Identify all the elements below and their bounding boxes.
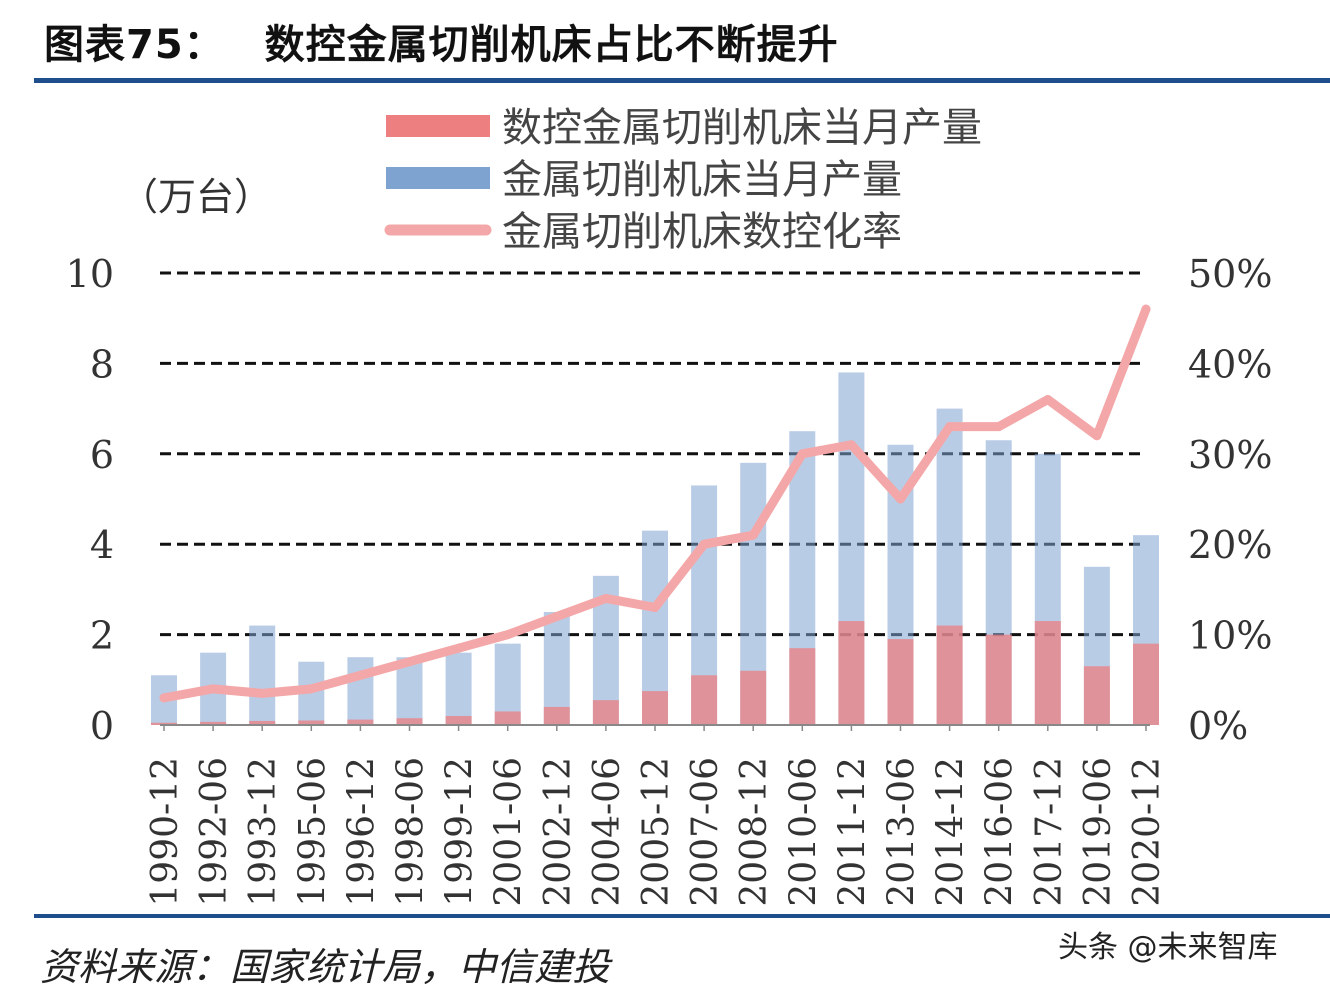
figure-number: 图表75： bbox=[44, 22, 225, 68]
cnc-bar bbox=[494, 711, 521, 725]
top-rule bbox=[34, 78, 1330, 83]
y-right-tick-label: 30% bbox=[1188, 433, 1272, 477]
x-tick-label: 2020-12 bbox=[1127, 757, 1168, 907]
cnc-bar bbox=[789, 648, 816, 725]
rate-point bbox=[552, 612, 562, 622]
legend-swatch bbox=[386, 167, 490, 189]
x-tick-label: 1990-12 bbox=[145, 757, 186, 907]
total-bar bbox=[249, 625, 276, 725]
cnc-bar bbox=[887, 639, 914, 725]
cnc-bar bbox=[543, 706, 570, 725]
y-right-tick-label: 20% bbox=[1188, 523, 1272, 567]
x-tick-label: 1998-06 bbox=[391, 757, 432, 907]
legend-label: 数控金属切削机床当月产量 bbox=[502, 105, 982, 151]
y-left-tick-label: 4 bbox=[90, 523, 114, 567]
watermark: 头条 @未来智库 bbox=[1058, 930, 1278, 965]
x-tick-label: 1999-12 bbox=[440, 757, 481, 907]
cnc-bar bbox=[838, 621, 865, 725]
x-tick-label: 2005-12 bbox=[636, 757, 677, 907]
cnc-bar bbox=[691, 675, 718, 725]
rate-point bbox=[846, 440, 856, 450]
x-tick-label: 1993-12 bbox=[243, 757, 284, 907]
legend-label: 金属切削机床当月产量 bbox=[502, 157, 902, 203]
tick-labels: 0 0% 2 10% 4 20% 6 30% 8 40% 10 50% （万台） 1990-12 1992-… bbox=[66, 175, 1273, 907]
rate-point bbox=[355, 670, 365, 680]
y-right-tick-label: 10% bbox=[1188, 614, 1272, 658]
rate-point bbox=[208, 684, 218, 694]
cnc-bar bbox=[740, 670, 767, 725]
x-tick-label: 2017-12 bbox=[1029, 757, 1070, 907]
cnc-bar bbox=[1034, 621, 1061, 725]
rate-point bbox=[650, 602, 660, 612]
rate-point bbox=[405, 657, 414, 667]
y-left-tick-label: 0 bbox=[90, 704, 114, 748]
rate-point bbox=[1092, 431, 1102, 441]
y-right-tick-label: 0% bbox=[1188, 704, 1248, 748]
cnc-bar bbox=[347, 719, 374, 725]
x-tick-label: 2013-06 bbox=[882, 757, 923, 907]
x-tick-label: 2010-06 bbox=[783, 757, 824, 907]
cnc-bar bbox=[642, 691, 668, 725]
bottom-rule bbox=[34, 914, 1330, 918]
y-left-tick-label: 6 bbox=[90, 433, 114, 477]
x-tick-label: 1996-12 bbox=[341, 757, 382, 907]
rate-point bbox=[306, 684, 316, 694]
rate-point bbox=[601, 593, 611, 603]
x-tick-label: 2007-06 bbox=[685, 757, 726, 907]
total-bar bbox=[445, 652, 472, 725]
y-unit-label: （万台） bbox=[120, 175, 272, 219]
rate-line bbox=[159, 304, 1151, 703]
x-tick-label: 2004-06 bbox=[587, 757, 628, 907]
rate-point bbox=[1141, 304, 1151, 314]
cnc-bar bbox=[396, 718, 423, 725]
x-tick-label: 2008-12 bbox=[734, 757, 775, 907]
rate-point bbox=[797, 449, 807, 459]
x-tick-label: 2001-06 bbox=[489, 757, 530, 907]
rate-point bbox=[257, 688, 267, 698]
axes bbox=[160, 724, 1150, 731]
rate-point bbox=[945, 422, 955, 432]
cnc-bar bbox=[200, 721, 227, 725]
cnc-bar bbox=[592, 700, 619, 725]
total-bar bbox=[543, 612, 570, 725]
figure-title: 数控金属切削机床占比不断提升 bbox=[264, 22, 839, 68]
cnc-bar bbox=[985, 634, 1012, 725]
cnc-bar bbox=[249, 720, 276, 725]
cnc-bars bbox=[151, 621, 1159, 725]
cnc-bar bbox=[1133, 643, 1159, 725]
cnc-bar bbox=[936, 625, 963, 725]
y-left-tick-label: 10 bbox=[66, 252, 114, 296]
x-tick-label: 1992-06 bbox=[194, 757, 235, 907]
chart-title: 图表75： 数控金属切削机床占比不断提升 bbox=[44, 12, 839, 70]
rate-point bbox=[454, 643, 464, 653]
rate-point bbox=[994, 422, 1004, 432]
cnc-bar bbox=[298, 720, 325, 725]
x-tick-label: 2002-12 bbox=[538, 757, 579, 907]
rate-point bbox=[699, 539, 709, 549]
cnc-bar bbox=[1083, 666, 1110, 725]
rate-point bbox=[748, 530, 758, 540]
x-tick-label: 2016-06 bbox=[980, 757, 1021, 907]
source-note: 资料来源：国家统计局，中信建投 bbox=[40, 945, 611, 989]
x-tick-label: 2014-12 bbox=[931, 757, 972, 907]
total-bar bbox=[347, 657, 374, 725]
y-right-tick-label: 40% bbox=[1188, 342, 1272, 386]
y-right-tick-label: 50% bbox=[1188, 252, 1272, 296]
legend-swatch bbox=[386, 115, 490, 137]
legend-label: 金属切削机床数控化率 bbox=[502, 209, 902, 255]
y-left-tick-label: 8 bbox=[90, 342, 114, 386]
rate-point bbox=[1043, 395, 1053, 405]
y-left-tick-label: 2 bbox=[90, 614, 114, 658]
cnc-bar bbox=[445, 715, 472, 725]
rate-point bbox=[503, 630, 513, 640]
x-tick-label: 1995-06 bbox=[292, 757, 333, 907]
x-tick-label: 2011-12 bbox=[832, 757, 873, 907]
x-tick-label: 2019-06 bbox=[1078, 757, 1119, 907]
rate-point bbox=[159, 693, 169, 703]
rate-point bbox=[896, 494, 905, 504]
cnc-bar bbox=[151, 722, 177, 725]
